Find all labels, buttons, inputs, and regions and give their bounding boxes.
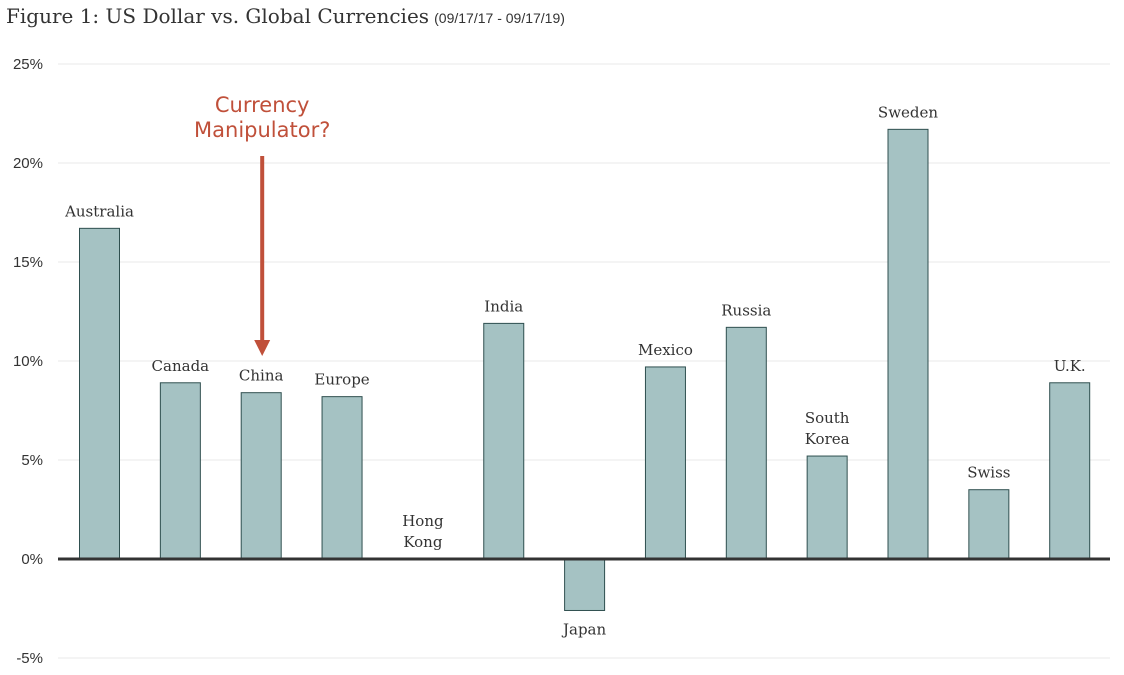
category-label: Europe (314, 371, 369, 389)
y-tick-label: 10% (13, 353, 43, 370)
bar (806, 455, 848, 560)
annotation-arrow-head (254, 340, 271, 356)
category-label: China (239, 367, 284, 385)
bar (159, 382, 201, 560)
category-label-line: Russia (721, 301, 771, 319)
y-tick-label: 0% (21, 551, 43, 568)
bar (644, 366, 686, 560)
category-label-line: China (239, 367, 284, 385)
category-label-line: Japan (561, 620, 607, 638)
category-label-line: Mexico (638, 341, 693, 359)
category-label-line: India (484, 297, 523, 315)
bar (968, 489, 1010, 560)
bar (483, 322, 525, 560)
category-label-line: Swiss (967, 464, 1010, 482)
y-tick-label: 20% (13, 155, 43, 172)
category-label: Russia (721, 301, 771, 319)
category-label-line: Europe (314, 371, 369, 389)
bar (887, 128, 929, 560)
category-label-line: Australia (64, 202, 134, 220)
category-label: Swiss (967, 464, 1010, 482)
category-label-line: Canada (152, 357, 210, 375)
category-label: Hong Kong (402, 512, 444, 551)
category-label: Australia (64, 202, 134, 220)
category-label: Japan (561, 620, 607, 638)
annotation-text: Currency (215, 93, 310, 117)
category-label: India (484, 297, 523, 315)
chart-title-main: Figure 1: US Dollar vs. Global Currencie… (6, 4, 430, 28)
category-label: Sweden (878, 103, 938, 121)
category-label-line: South (805, 409, 850, 427)
category-label-line: Sweden (878, 103, 938, 121)
y-tick-label: 5% (21, 452, 43, 469)
chart-title: Figure 1: US Dollar vs. Global Currencie… (6, 4, 565, 28)
category-label-line: U.K. (1054, 357, 1086, 375)
y-tick-label: -5% (16, 650, 43, 667)
category-label-line: Korea (805, 430, 850, 448)
bar (240, 392, 282, 560)
bar (321, 396, 363, 560)
bar (725, 326, 767, 560)
chart-title-range: (09/17/17 - 09/17/19) (434, 10, 565, 26)
y-tick-label: 25% (13, 56, 43, 73)
bar (564, 558, 606, 611)
category-label: Mexico (638, 341, 693, 359)
bar (1049, 382, 1091, 560)
category-label: Canada (152, 357, 210, 375)
category-label: South Korea (805, 409, 850, 448)
category-label: U.K. (1054, 357, 1086, 375)
bar (79, 227, 120, 560)
y-tick-label: 15% (13, 254, 43, 271)
annotation-text: Manipulator? (194, 118, 330, 142)
category-label-line: Kong (403, 533, 442, 551)
category-label-line: Hong (402, 512, 444, 530)
